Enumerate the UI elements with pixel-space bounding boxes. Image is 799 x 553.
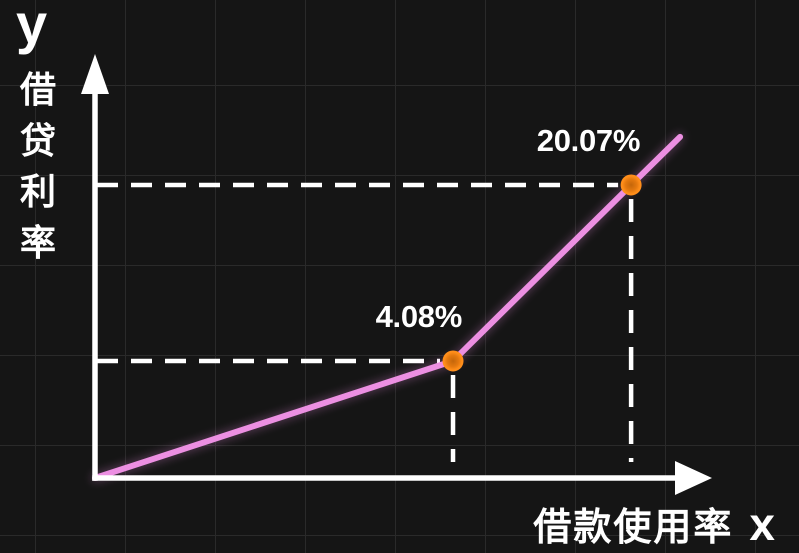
point-label: 4.08% [375,298,463,334]
y-axis-arrowhead-icon [81,54,109,94]
x-axis-arrowhead-icon [675,461,712,495]
y-axis-letter: y [16,0,48,55]
y-axis-title: 借贷利率 [19,69,56,263]
rate-curve-line [92,133,684,481]
x-axis-title-group: 借款使用率 x [533,496,775,551]
x-axis-letter: x [749,498,775,550]
point-label: 20.07% [536,122,641,158]
data-point-marker [620,174,642,196]
data-point-marker [442,350,464,372]
x-axis-title: 借款使用率 [533,507,734,549]
